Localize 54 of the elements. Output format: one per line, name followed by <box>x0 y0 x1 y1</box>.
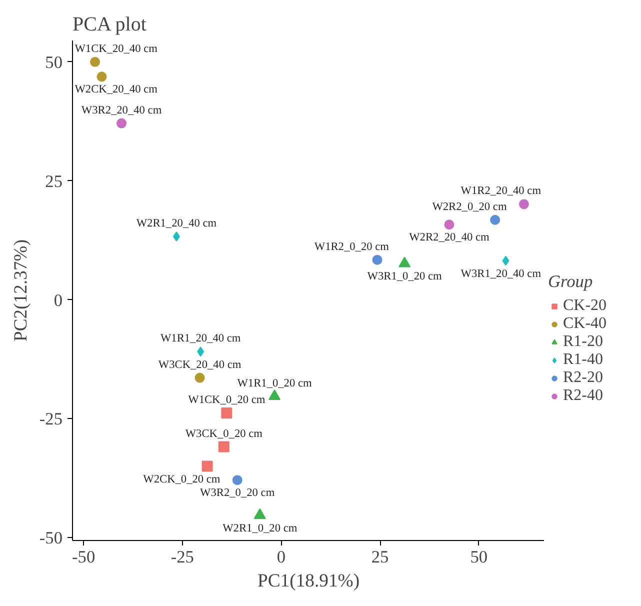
annotation: W2R2_0_20 cm <box>432 200 507 213</box>
annotation: W2CK_0_20 cm <box>143 473 220 486</box>
legend-label: R1-40 <box>563 351 603 369</box>
annotation: W1R2_0_20 cm <box>314 240 390 253</box>
point <box>268 390 281 400</box>
point <box>221 408 232 418</box>
annotation: W3R1_20_40 cm <box>460 268 542 280</box>
annotation: W3CK_0_20 cm <box>185 428 263 440</box>
y-tick-label: -25 <box>39 410 63 429</box>
legend-title: Group <box>548 272 594 292</box>
chart-title: PCA plot <box>72 14 147 36</box>
annotation: W1CK_20_40 cm <box>74 42 158 55</box>
x-tick-label: 0 <box>276 548 286 566</box>
point <box>518 199 529 210</box>
y-tick-label: 0 <box>54 290 63 310</box>
annotation: W2CK_20_40 cm <box>74 84 158 96</box>
x-axis-title: PC1(18.91%) <box>257 570 360 592</box>
point <box>172 232 180 242</box>
annotation: W3R2_0_20 cm <box>200 487 275 500</box>
legend-label: R1-20 <box>563 333 603 351</box>
annotation: W3R2_20_40 cm <box>81 104 162 116</box>
legend-label: CK-20 <box>563 297 607 315</box>
point <box>232 475 242 486</box>
annotation: W1R1_20_40 cm <box>160 332 241 345</box>
point <box>502 256 510 266</box>
point <box>490 214 500 225</box>
y-tick-label: 50 <box>45 52 62 72</box>
point <box>218 441 230 452</box>
point <box>372 254 382 265</box>
y-tick-label: -50 <box>39 528 63 548</box>
annotation: W1R1_0_20 cm <box>237 377 312 390</box>
y-tick-label: 25 <box>45 172 62 191</box>
annotation: W2R1_0_20 cm <box>222 522 298 534</box>
point <box>116 118 127 128</box>
x-tick-label: -50 <box>72 548 96 566</box>
annotation: W1R2_20_40 cm <box>460 185 542 198</box>
annotation: W3R1_0_20 cm <box>367 270 442 283</box>
point <box>194 372 205 383</box>
annotation: W3CK_20_40 cm <box>158 358 242 371</box>
legend-label: R2-40 <box>563 387 603 405</box>
legend-label: R2-20 <box>563 369 603 387</box>
annotation: W2R2_20_40 cm <box>409 232 490 244</box>
point <box>202 460 213 472</box>
x-tick-label: 50 <box>470 548 488 566</box>
point <box>90 56 100 67</box>
annotation: W2R1_20_40 cm <box>136 218 217 230</box>
y-axis-title: PC2(12.37%) <box>10 239 32 342</box>
point <box>197 346 204 357</box>
legend-label: CK-40 <box>563 315 607 333</box>
annotation: W1CK_0_20 cm <box>188 394 266 406</box>
x-tick-label: -25 <box>170 548 194 566</box>
x-tick-label: 25 <box>371 548 389 566</box>
point <box>444 220 454 230</box>
point <box>96 72 107 82</box>
